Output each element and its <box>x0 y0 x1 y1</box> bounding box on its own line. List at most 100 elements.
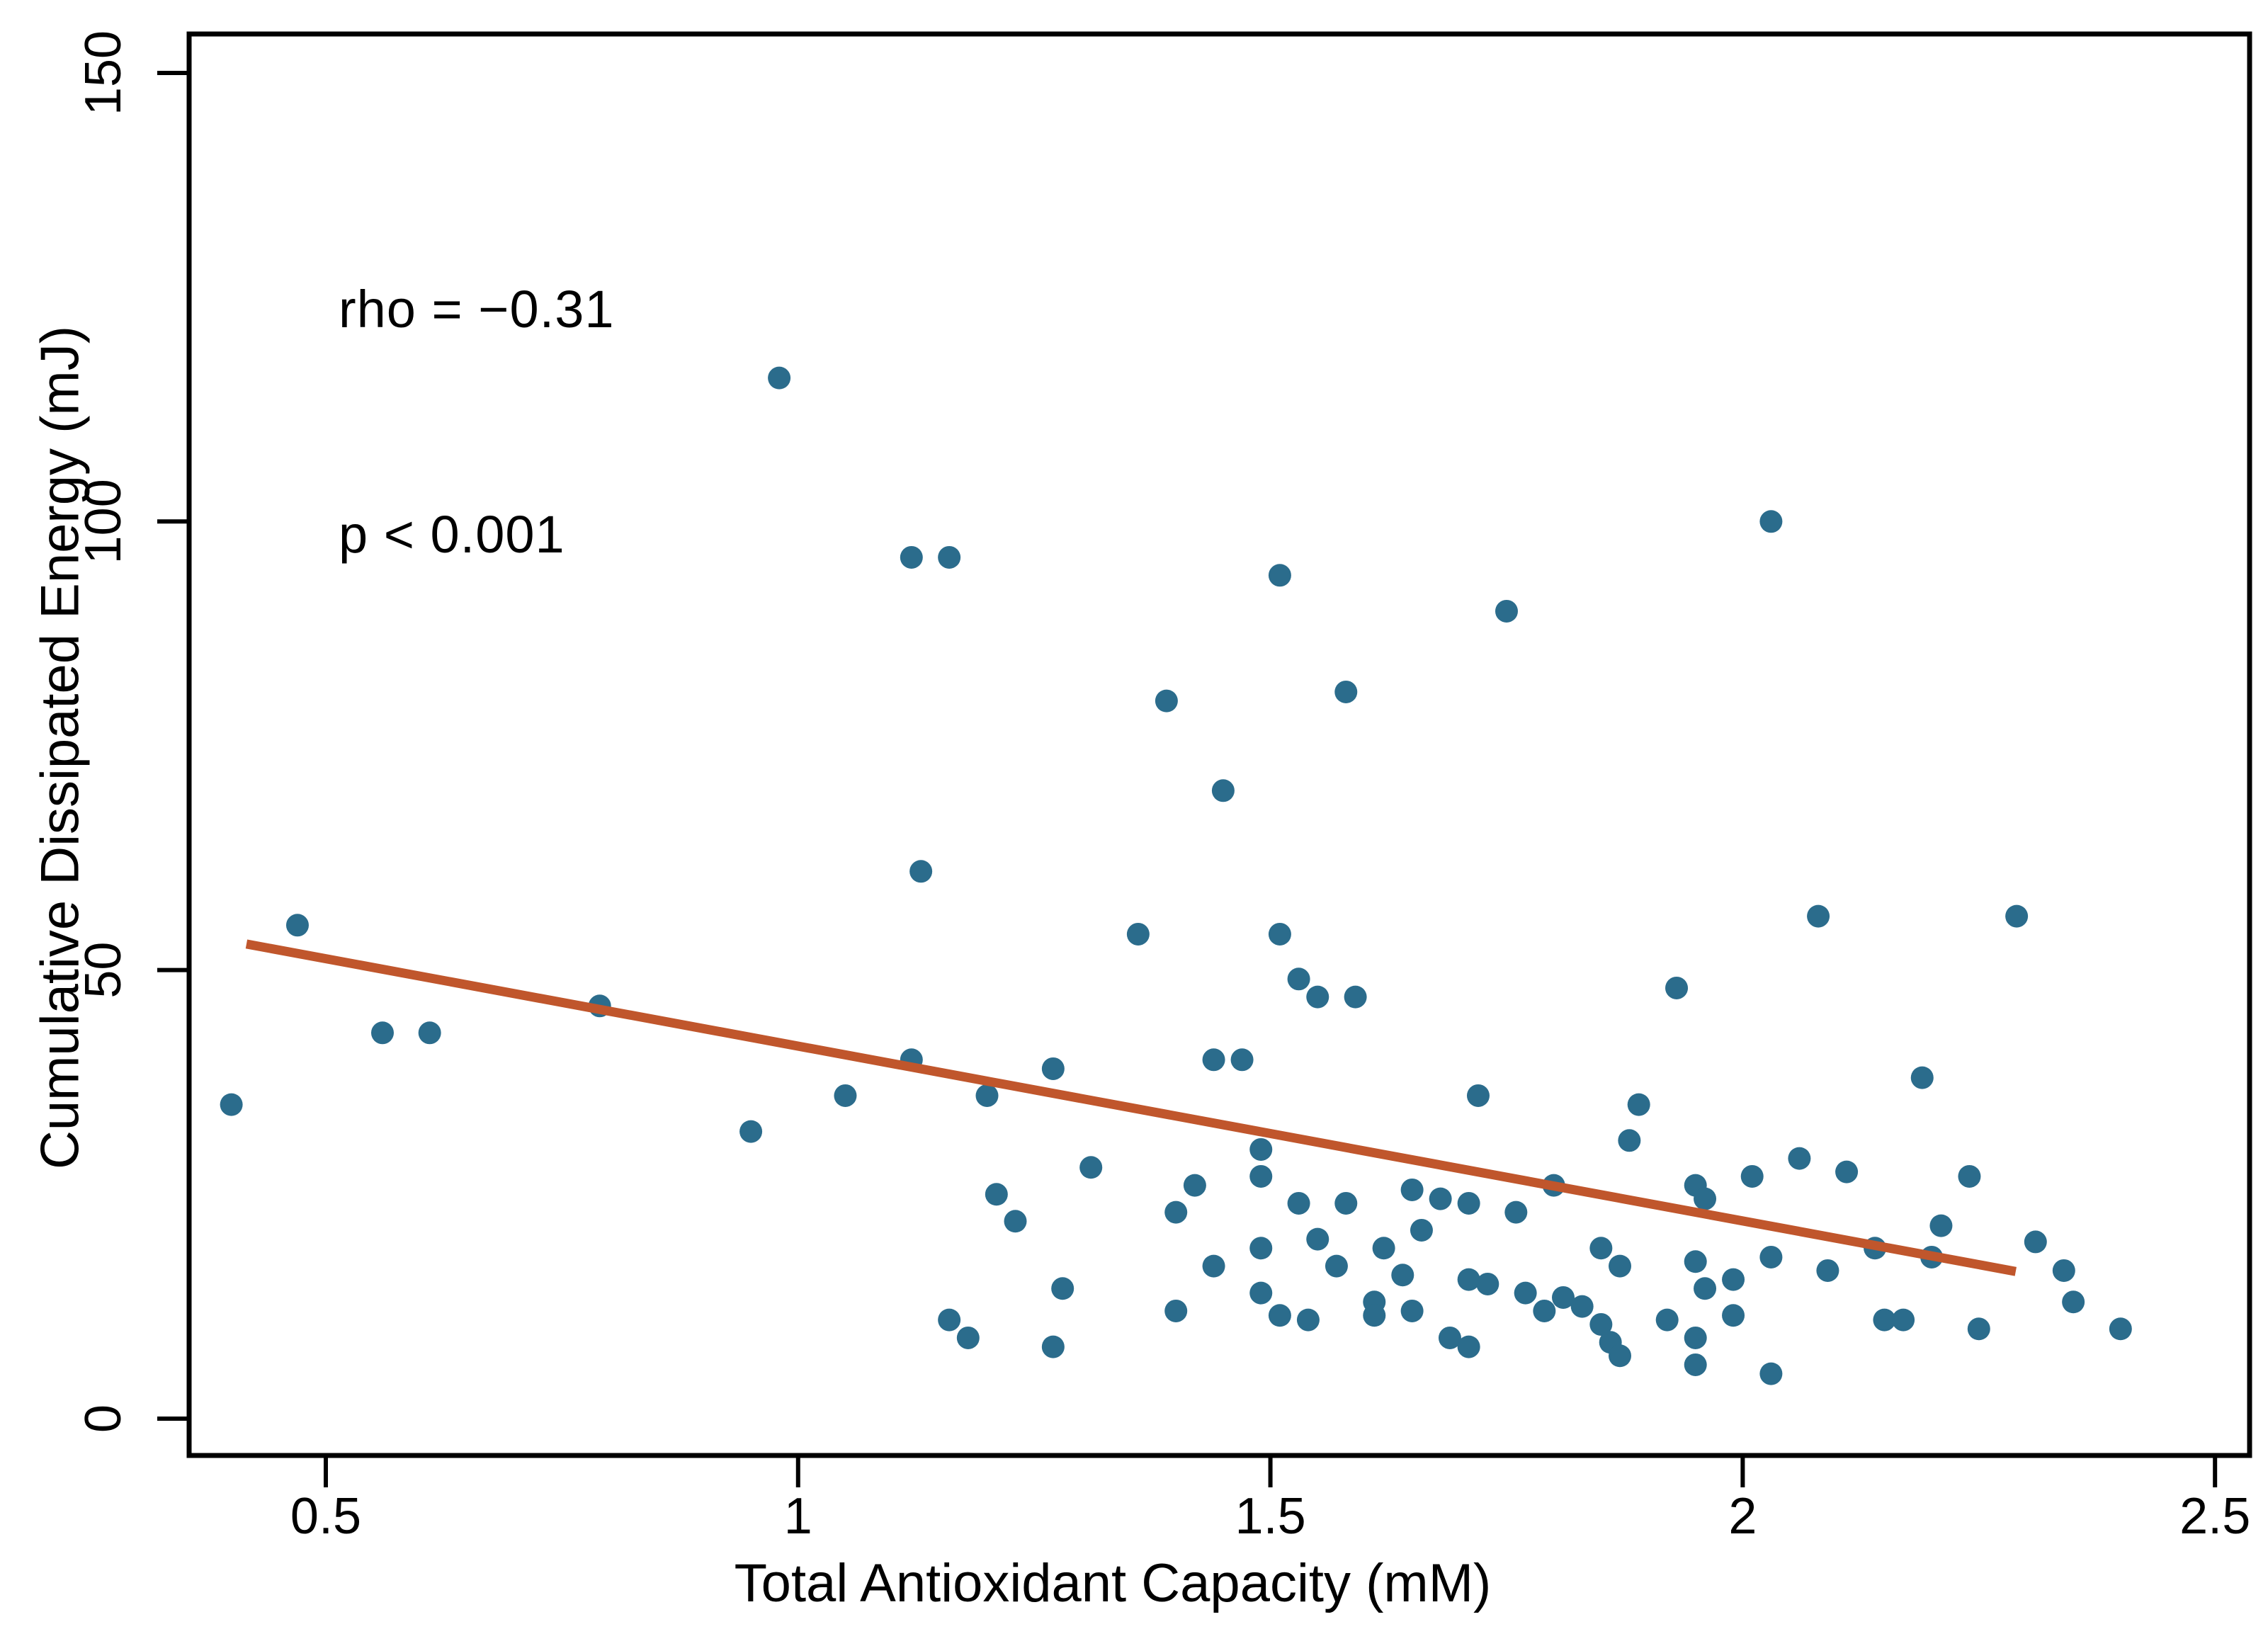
data-point <box>1249 1237 1273 1260</box>
data-point <box>1722 1304 1745 1327</box>
data-point <box>1495 599 1518 623</box>
data-point <box>1164 1299 1188 1322</box>
data-point <box>1363 1304 1386 1327</box>
data-point <box>2062 1290 2085 1314</box>
x-tick-label: 2.5 <box>2179 1488 2250 1545</box>
data-point <box>1211 779 1235 802</box>
data-point <box>2005 904 2029 928</box>
data-point <box>1759 1245 1783 1268</box>
y-tick-label: 150 <box>75 30 132 115</box>
data-point <box>1722 1268 1745 1291</box>
data-point <box>1570 1295 1594 1318</box>
y-tick-label: 0 <box>75 1404 132 1433</box>
data-point <box>1967 1317 1990 1341</box>
data-point <box>1740 1164 1764 1188</box>
data-point <box>1504 1201 1528 1224</box>
regression-line <box>245 939 2017 1276</box>
data-point <box>1457 1268 1480 1291</box>
p-value-text: p < 0.001 <box>339 505 565 564</box>
correlation-annotation: rho = −0.31 p < 0.001 <box>339 122 615 722</box>
data-point <box>1694 1187 1717 1210</box>
data-point <box>1910 1066 1934 1089</box>
data-point <box>1665 976 1689 999</box>
data-point <box>1835 1160 1859 1184</box>
data-point <box>1618 1129 1641 1152</box>
data-point <box>1476 1272 1499 1295</box>
data-point <box>975 1084 999 1107</box>
data-point <box>1655 1308 1679 1332</box>
data-point <box>1202 1254 1225 1278</box>
data-point <box>900 545 923 569</box>
data-point <box>1457 1191 1480 1215</box>
data-point <box>1807 904 1830 928</box>
data-point <box>1816 1259 1839 1282</box>
data-point <box>1466 1084 1490 1107</box>
data-point <box>1164 1201 1188 1224</box>
data-point <box>1457 1335 1480 1358</box>
data-point <box>1410 1218 1433 1242</box>
data-point <box>370 1021 394 1045</box>
data-point <box>1589 1312 1613 1336</box>
data-point <box>1249 1281 1273 1305</box>
data-point <box>1627 1093 1650 1116</box>
data-point <box>1429 1187 1452 1210</box>
data-point <box>1079 1156 1103 1179</box>
data-point <box>1958 1164 1981 1188</box>
x-tick-label: 2 <box>1728 1488 1757 1545</box>
data-point <box>1684 1250 1707 1273</box>
data-point <box>1268 922 1291 946</box>
data-point <box>285 914 309 937</box>
data-point <box>1684 1353 1707 1376</box>
x-tick-label: 1.5 <box>1235 1488 1306 1545</box>
data-point <box>2109 1317 2132 1341</box>
data-point <box>1400 1178 1424 1201</box>
data-point <box>2052 1259 2075 1282</box>
data-point <box>2024 1230 2047 1254</box>
data-point <box>1344 985 1367 1009</box>
data-point <box>1325 1254 1348 1278</box>
data-point <box>1873 1308 1896 1332</box>
data-point <box>1589 1237 1613 1260</box>
x-tick-label: 0.5 <box>290 1488 361 1545</box>
data-point <box>1051 1277 1075 1300</box>
data-point <box>768 366 791 390</box>
data-point <box>418 1021 441 1045</box>
data-point <box>1334 680 1358 703</box>
data-point <box>1788 1147 1811 1170</box>
data-point <box>1533 1299 1556 1322</box>
data-point <box>938 545 961 569</box>
data-point <box>1268 1304 1291 1327</box>
data-point <box>834 1084 857 1107</box>
data-point <box>956 1326 980 1349</box>
y-axis-title: Cumulative Dissipated Energy (mJ) <box>30 325 91 1170</box>
data-point <box>1694 1277 1717 1300</box>
x-tick-label: 1 <box>784 1488 812 1545</box>
data-point <box>1514 1281 1537 1305</box>
data-point <box>1334 1191 1358 1215</box>
data-point <box>1126 922 1150 946</box>
data-point <box>1249 1137 1273 1161</box>
rho-value-text: rho = −0.31 <box>339 280 615 339</box>
data-point <box>1929 1214 1953 1237</box>
data-point <box>1892 1308 1915 1332</box>
data-point <box>1230 1048 1254 1072</box>
data-point <box>220 1093 243 1116</box>
data-point <box>1287 967 1310 991</box>
data-point <box>1306 1227 1329 1251</box>
data-point <box>1041 1057 1065 1080</box>
data-point <box>1183 1174 1206 1197</box>
data-point <box>1372 1237 1395 1260</box>
data-point <box>1004 1210 1027 1233</box>
data-point <box>938 1308 961 1332</box>
data-point <box>1249 1164 1273 1188</box>
data-point <box>1306 985 1329 1009</box>
data-point <box>1391 1264 1414 1287</box>
data-point <box>1609 1254 1632 1278</box>
data-point <box>1759 510 1783 533</box>
data-point <box>985 1183 1008 1206</box>
data-point <box>739 1120 763 1143</box>
y-tick-label: 100 <box>75 479 132 564</box>
data-point <box>1202 1048 1225 1072</box>
data-point <box>1268 564 1291 587</box>
